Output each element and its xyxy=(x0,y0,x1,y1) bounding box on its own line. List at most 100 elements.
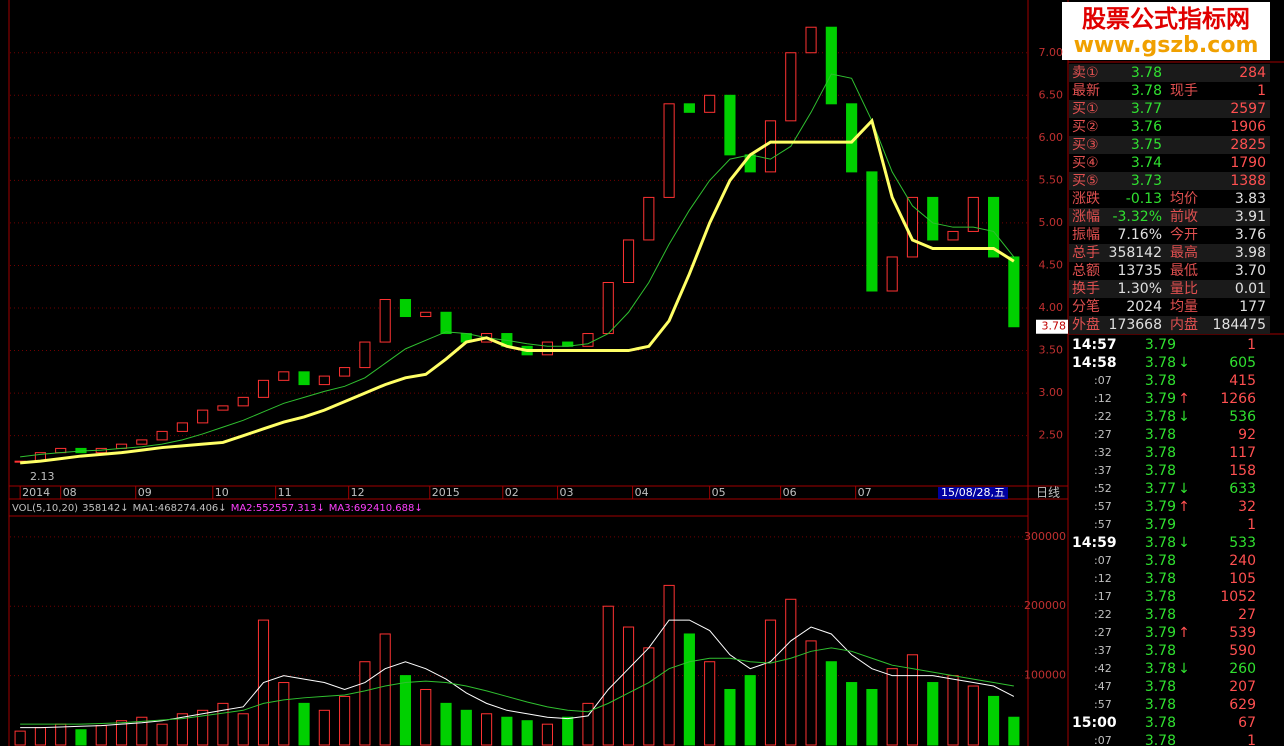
x-tick-label: 03 xyxy=(560,486,574,499)
volume-legend: MA1:468274.406↓ xyxy=(133,503,227,514)
tick-arrow: ↓ xyxy=(1178,535,1190,551)
tick-arrow: ↑ xyxy=(1178,625,1190,641)
candle xyxy=(420,311,432,318)
quote-value: 7.16% xyxy=(1118,227,1162,243)
volume-ma xyxy=(20,647,1014,725)
candle xyxy=(825,26,837,105)
quote-volume: 1906 xyxy=(1230,119,1266,135)
tick-time: 14:57 xyxy=(1072,337,1117,353)
quote-label: 均价 xyxy=(1170,191,1198,207)
tick-volume: 1266 xyxy=(1220,391,1256,407)
y-tick-label: 4.50 xyxy=(1039,258,1064,271)
row-bg xyxy=(1069,64,1270,82)
candle xyxy=(785,52,797,122)
volume-bar xyxy=(460,709,472,746)
volume-bar xyxy=(785,598,797,746)
tick-time: :17 xyxy=(1094,590,1112,603)
quote-value: 0.01 xyxy=(1235,281,1266,297)
tick-price: 3.78 xyxy=(1145,427,1176,443)
tick-time: :57 xyxy=(1094,698,1112,711)
volume-bar xyxy=(541,723,553,746)
date-box xyxy=(938,487,1008,499)
candle xyxy=(866,171,878,292)
candle xyxy=(359,341,371,369)
volume-bar xyxy=(481,713,493,746)
y-tick-label: 5.50 xyxy=(1039,173,1064,186)
candle xyxy=(582,333,594,347)
candle xyxy=(237,396,249,407)
volume-bar xyxy=(1008,716,1020,746)
tick-volume: 260 xyxy=(1229,661,1256,677)
x-tick-label: 02 xyxy=(505,486,519,499)
quote-value: 358142 xyxy=(1109,245,1162,261)
quote-value: 1 xyxy=(1257,83,1266,99)
quote-label: 现手 xyxy=(1170,83,1198,99)
tick-time: :07 xyxy=(1094,734,1112,746)
tick-volume: 605 xyxy=(1229,355,1256,371)
logo-box xyxy=(1062,2,1270,60)
quote-label: 涨跌 xyxy=(1072,191,1100,207)
candle xyxy=(764,120,777,173)
y-tick-label: 3.00 xyxy=(1039,386,1064,399)
x-tick-label: 2014 xyxy=(22,486,50,499)
quote-label: 今开 xyxy=(1170,227,1198,243)
tick-volume: 32 xyxy=(1238,499,1256,515)
tick-volume: 1 xyxy=(1247,733,1256,746)
quote-label: 买④ xyxy=(1072,155,1099,171)
candle xyxy=(318,375,330,386)
volume-bar xyxy=(967,685,979,746)
tick-time: :27 xyxy=(1094,626,1112,639)
candle xyxy=(257,379,270,398)
quote-volume: 284 xyxy=(1239,65,1266,81)
tick-volume: 539 xyxy=(1229,625,1256,641)
quote-value: 177 xyxy=(1239,299,1266,315)
tick-price: 3.79 xyxy=(1145,517,1176,533)
quote-value: -3.32% xyxy=(1112,209,1162,225)
quote-label: 涨幅 xyxy=(1072,209,1100,225)
volume-bar xyxy=(176,713,188,746)
volume-bar xyxy=(339,695,351,746)
candle xyxy=(805,26,817,54)
candle xyxy=(602,281,614,335)
tick-price: 3.78 xyxy=(1145,697,1176,713)
volume-bar xyxy=(846,682,858,746)
date-label: 15/08/28,五 xyxy=(941,486,1005,499)
candle xyxy=(339,367,351,377)
tick-price: 3.78 xyxy=(1145,715,1176,731)
volume-bar xyxy=(34,727,46,746)
quote-label: 内盘 xyxy=(1170,316,1198,333)
volume-bar xyxy=(947,675,959,746)
tick-price: 3.78 xyxy=(1145,733,1176,746)
candle xyxy=(541,341,553,356)
quote-label: 分笔 xyxy=(1072,299,1100,315)
quote-volume: 2597 xyxy=(1230,101,1266,117)
quote-label: 买① xyxy=(1072,101,1099,117)
y-tick-label: 3.50 xyxy=(1039,344,1064,357)
tick-price: 3.79 xyxy=(1145,499,1176,515)
y-tick-label: 6.50 xyxy=(1039,88,1064,101)
candle xyxy=(683,103,695,113)
row-bg xyxy=(1069,244,1270,262)
candle xyxy=(947,230,959,241)
quote-value: 1.30% xyxy=(1118,281,1162,297)
y-tick-label: 2.50 xyxy=(1039,429,1064,442)
candle xyxy=(988,196,1000,258)
candle xyxy=(927,196,939,241)
row-bg xyxy=(1069,136,1270,154)
candle xyxy=(967,196,979,232)
tick-volume: 67 xyxy=(1238,715,1256,731)
tick-time: 14:58 xyxy=(1072,355,1117,371)
volume-bar xyxy=(217,702,229,746)
x-tick-label: 09 xyxy=(138,486,152,499)
tick-time: 14:59 xyxy=(1072,535,1117,551)
quote-label: 外盘 xyxy=(1072,316,1100,333)
candle xyxy=(298,371,310,386)
row-bg xyxy=(1069,172,1270,190)
volume-bar xyxy=(683,633,695,746)
tick-price: 3.78 xyxy=(1145,355,1176,371)
volume-bar xyxy=(724,688,736,746)
ma-line xyxy=(20,73,1015,458)
quote-volume: 1388 xyxy=(1230,173,1266,189)
quote-label: 最低 xyxy=(1170,263,1198,279)
